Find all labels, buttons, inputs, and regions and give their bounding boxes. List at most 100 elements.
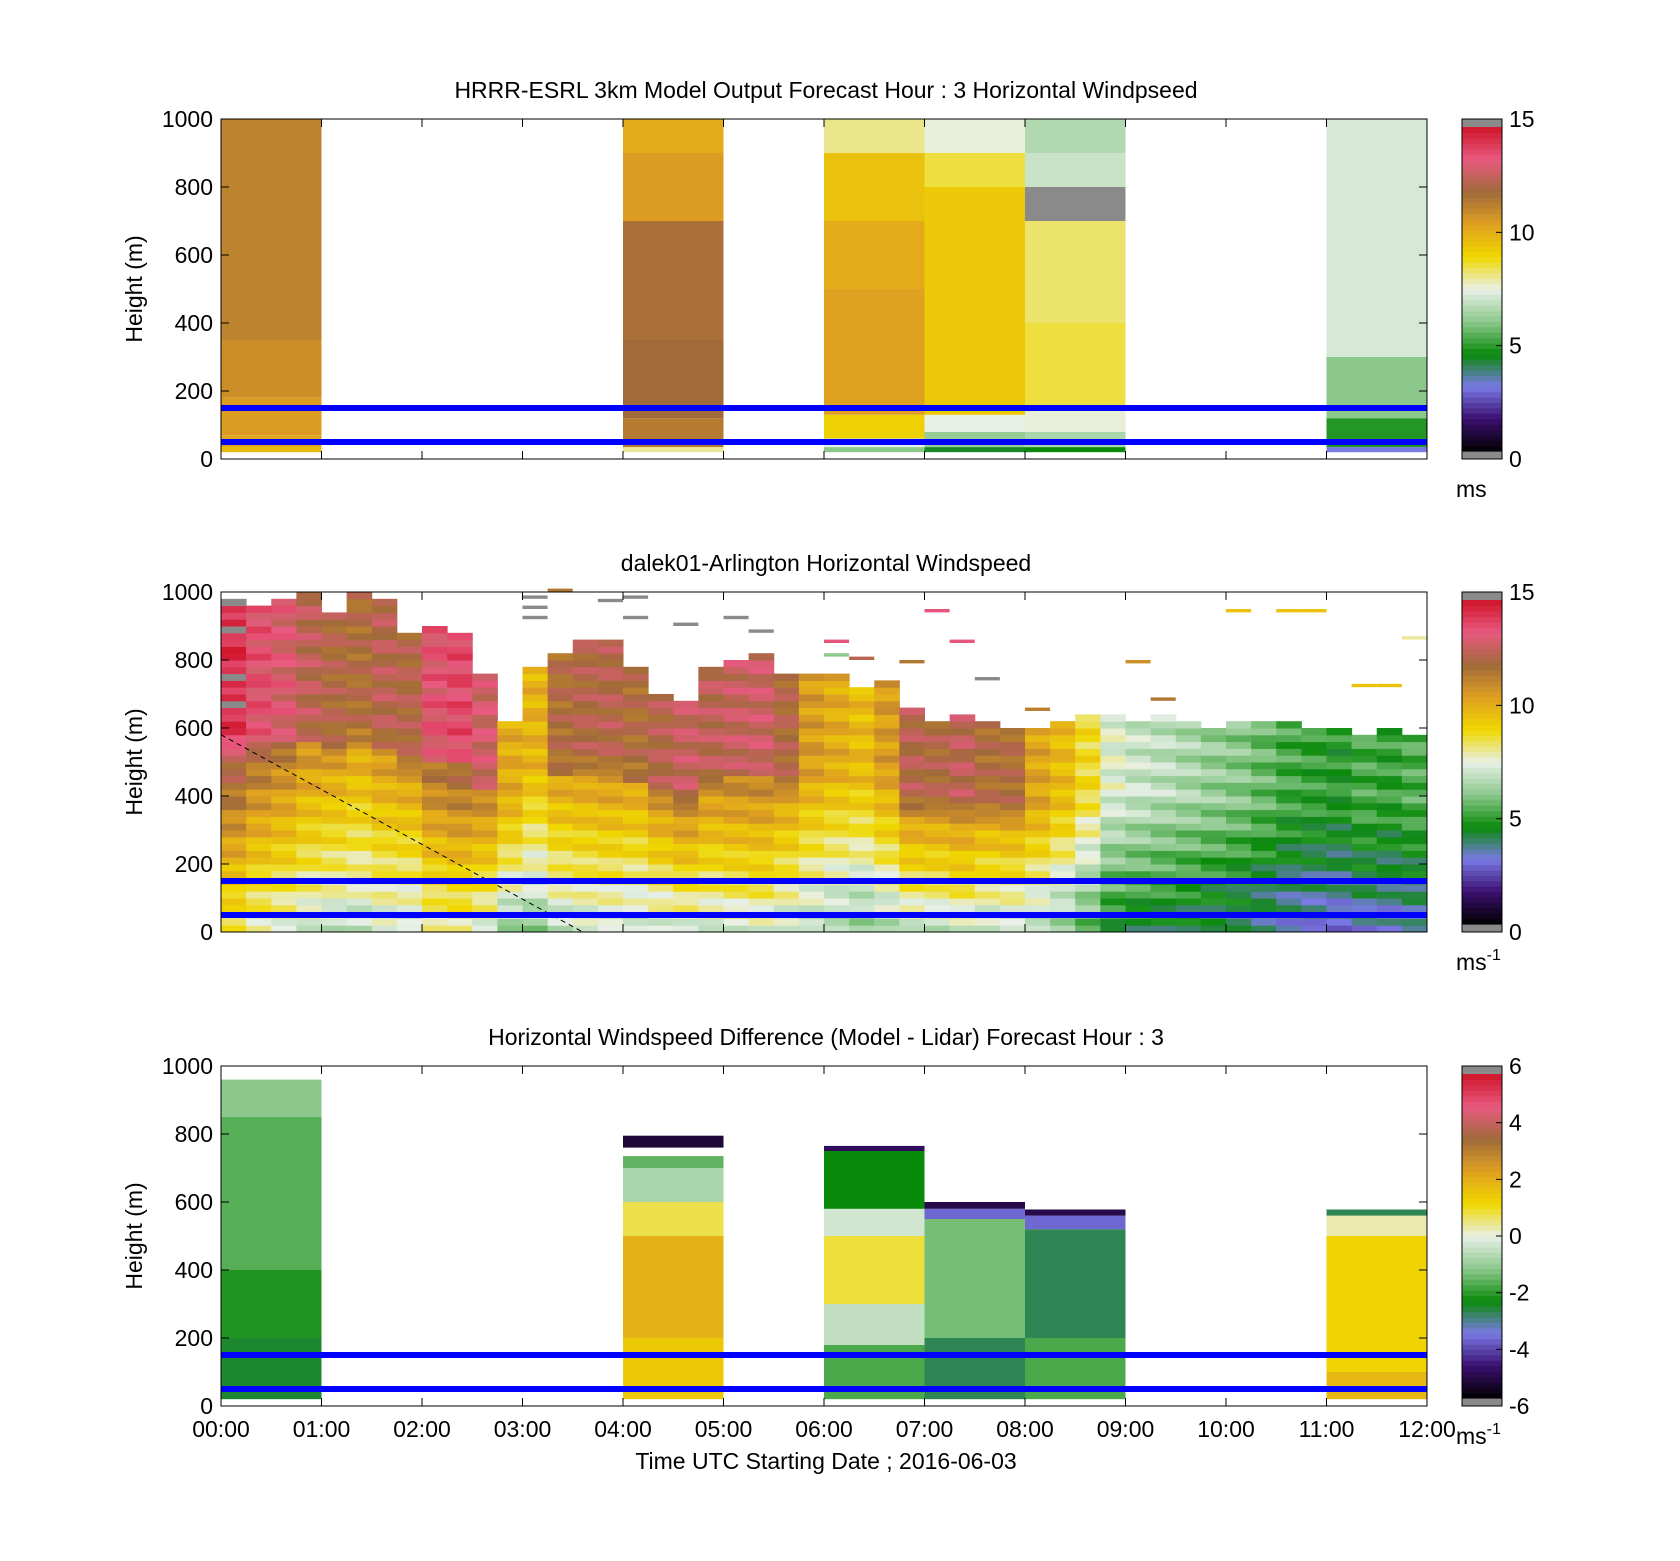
profile-cell [1025, 816, 1051, 824]
colorbar-segment [1462, 127, 1502, 133]
profile-cell [1150, 870, 1177, 879]
profile-cell [723, 673, 750, 681]
profile-cell [271, 925, 297, 933]
profile-cell [472, 728, 498, 736]
profile-cell [1376, 762, 1403, 770]
profile-cell [371, 823, 398, 831]
profile-cell [1351, 802, 1378, 811]
profile-cell [572, 904, 599, 913]
colorbar-segment [1462, 407, 1502, 414]
profile-cell [1200, 884, 1227, 892]
profile-cell [597, 870, 624, 879]
profile-cell [447, 653, 473, 661]
profile-cell [1376, 789, 1403, 797]
colorbar-segment [1462, 1376, 1502, 1383]
profile-cell [1376, 823, 1403, 831]
profile-cell [1401, 864, 1428, 872]
profile-cell [698, 694, 724, 702]
profile-cell [1226, 721, 1252, 729]
colorbar-segment [1462, 375, 1502, 382]
profile-cell [271, 734, 297, 743]
profile-cell [648, 823, 674, 831]
profile-cell [723, 857, 750, 865]
profile-cell [271, 619, 297, 627]
profile-cell [824, 796, 850, 804]
profile-cell [1401, 809, 1428, 817]
profile-cell [1050, 802, 1076, 811]
profile-cell [949, 904, 976, 913]
profile-cell [422, 626, 448, 634]
profile-cell [1150, 762, 1177, 770]
profile-cell [321, 666, 348, 675]
y-tick-label: 0 [200, 919, 213, 945]
profile-cell [698, 741, 724, 749]
profile-cell [798, 721, 825, 729]
colorbar-segment [1462, 1133, 1502, 1140]
profile-cell [371, 775, 398, 783]
profile-cell [1050, 748, 1076, 756]
profile-cell [748, 857, 775, 865]
profile-cell [346, 843, 373, 851]
profile-cell [924, 748, 951, 756]
profile-cell [547, 660, 574, 668]
profile-cell [371, 673, 398, 681]
profile-cell [346, 707, 373, 715]
profile-cell [849, 700, 875, 709]
profile-cell [824, 823, 850, 831]
profile-cell [673, 802, 699, 811]
profile-cell [321, 700, 348, 709]
colorbar-frame [1461, 591, 1503, 933]
profile-cell [723, 728, 750, 736]
isolated-cell [1025, 707, 1051, 711]
profile-cell [1150, 728, 1177, 736]
profile-cell [1326, 836, 1353, 845]
profile-cell [748, 864, 775, 872]
profile-cell [1251, 741, 1277, 749]
profile-cell [623, 796, 649, 804]
profile-cell [798, 802, 825, 811]
profile-cell [1025, 823, 1051, 831]
profile-cell [1150, 816, 1177, 824]
profile-cell [1376, 741, 1403, 749]
profile-cell [422, 823, 448, 831]
profile-cell [748, 796, 775, 804]
profile-cell [246, 728, 272, 736]
profile-cell [572, 796, 599, 804]
profile-cell [723, 741, 750, 749]
profile-cell [924, 891, 951, 899]
profile-cell [422, 925, 448, 933]
profile-cell [371, 612, 398, 620]
profile-cell [1100, 816, 1126, 824]
colorbar-segment [1462, 1360, 1502, 1367]
profile-cell [974, 782, 1001, 790]
profile-cell [396, 891, 423, 899]
colorbar-segment [1462, 1090, 1502, 1097]
profile-cell [1200, 741, 1227, 749]
profile-cell [1401, 768, 1428, 777]
profile-cell [874, 762, 900, 770]
profile-cell [1150, 768, 1177, 777]
profile-cell [723, 843, 750, 851]
profile-cell [497, 734, 523, 743]
colorbar-segment [1462, 783, 1502, 790]
profile-cell [346, 714, 373, 722]
colorbar-unit: ms-1 [1456, 1421, 1501, 1449]
profile-cell [1200, 850, 1227, 858]
profile-cell [1075, 796, 1101, 804]
profile-cell [597, 714, 624, 722]
colorbar-segment [1462, 272, 1502, 279]
profile-cell [572, 734, 599, 743]
profile-cell [221, 639, 247, 647]
profile-cell [1251, 755, 1277, 763]
colorbar-segment [1462, 348, 1502, 355]
profile-cell [824, 768, 850, 777]
profile-cell [296, 836, 322, 845]
profile-cell [1376, 870, 1403, 879]
colorbar-tick-label: 0 [1509, 1223, 1522, 1249]
profile-cell [899, 796, 925, 804]
profile-cell [1276, 734, 1302, 743]
profile-cell [422, 870, 448, 879]
profile-cell [824, 728, 850, 736]
profile-cell [673, 714, 699, 722]
profile-cell [1050, 850, 1076, 858]
